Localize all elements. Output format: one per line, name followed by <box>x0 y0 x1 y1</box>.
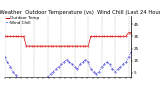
Legend: Outdoor Temp, Wind Chill: Outdoor Temp, Wind Chill <box>5 16 39 25</box>
Title: Milwaukee Weather  Outdoor Temperature (vs)  Wind Chill (Last 24 Hours): Milwaukee Weather Outdoor Temperature (v… <box>0 10 160 15</box>
